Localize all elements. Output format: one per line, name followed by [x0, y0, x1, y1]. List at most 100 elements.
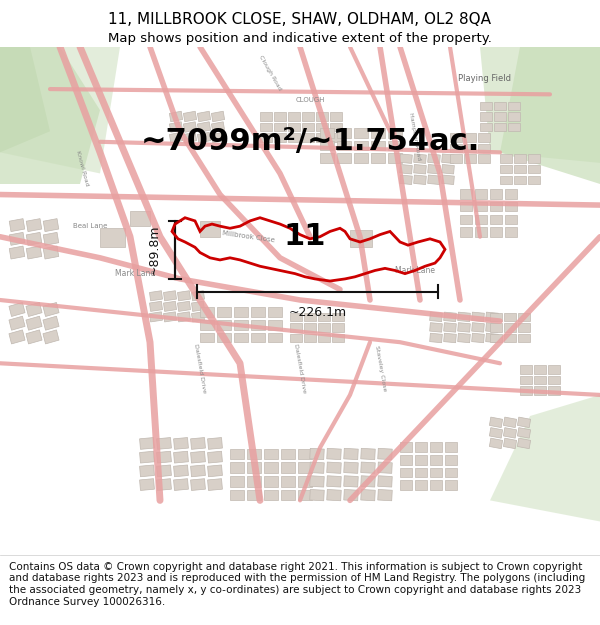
Bar: [361, 476, 375, 487]
Bar: [480, 102, 492, 110]
Bar: [344, 462, 358, 473]
Bar: [445, 455, 457, 464]
Bar: [173, 451, 188, 463]
Bar: [26, 316, 42, 330]
Bar: [478, 133, 490, 142]
Bar: [191, 451, 205, 463]
Bar: [528, 176, 540, 184]
Bar: [548, 386, 560, 395]
Bar: [460, 228, 472, 237]
Bar: [361, 489, 375, 501]
Bar: [503, 417, 517, 428]
Bar: [230, 462, 244, 473]
Bar: [388, 141, 402, 150]
Bar: [450, 154, 462, 163]
Text: Clough Road: Clough Road: [258, 55, 282, 92]
Text: Millbrook Close: Millbrook Close: [221, 230, 275, 243]
Bar: [173, 465, 188, 477]
Bar: [234, 332, 248, 342]
Bar: [337, 128, 351, 138]
Bar: [490, 334, 502, 342]
Bar: [460, 202, 472, 211]
Text: CLOUGH: CLOUGH: [295, 97, 325, 102]
Bar: [327, 476, 341, 487]
Bar: [442, 154, 454, 163]
Text: Contains OS data © Crown copyright and database right 2021. This information is : Contains OS data © Crown copyright and d…: [9, 562, 585, 606]
Bar: [400, 154, 412, 163]
Bar: [247, 449, 261, 459]
Bar: [332, 323, 344, 332]
Bar: [534, 366, 546, 374]
Bar: [230, 476, 244, 487]
Bar: [430, 333, 442, 342]
Bar: [157, 451, 172, 463]
Bar: [464, 154, 476, 163]
Bar: [140, 451, 154, 463]
Bar: [464, 144, 476, 152]
Bar: [520, 386, 532, 395]
Polygon shape: [0, 47, 120, 173]
Bar: [415, 455, 427, 464]
Bar: [485, 333, 499, 342]
Bar: [43, 246, 59, 259]
Bar: [211, 111, 224, 122]
Bar: [169, 132, 182, 143]
Bar: [443, 322, 457, 332]
Bar: [264, 462, 278, 473]
Bar: [458, 333, 470, 342]
Bar: [234, 308, 248, 317]
Bar: [217, 308, 231, 317]
Bar: [260, 122, 272, 131]
Bar: [460, 214, 472, 224]
Bar: [445, 442, 457, 452]
Bar: [430, 322, 442, 332]
Bar: [344, 476, 358, 487]
Text: Beal Lane: Beal Lane: [73, 223, 107, 229]
Bar: [191, 479, 205, 491]
Bar: [140, 465, 154, 477]
Bar: [344, 489, 358, 501]
Bar: [298, 476, 312, 487]
Bar: [534, 376, 546, 384]
Bar: [9, 232, 25, 245]
Bar: [327, 462, 341, 473]
Bar: [430, 312, 442, 322]
Bar: [472, 333, 484, 342]
Bar: [442, 175, 454, 184]
Bar: [178, 291, 190, 301]
Bar: [264, 490, 278, 501]
Bar: [520, 376, 532, 384]
Bar: [494, 102, 506, 110]
Bar: [485, 322, 499, 332]
Bar: [430, 468, 442, 478]
Bar: [320, 153, 334, 163]
Bar: [217, 320, 231, 329]
Bar: [26, 232, 42, 245]
Bar: [472, 322, 484, 332]
Bar: [251, 308, 265, 317]
Bar: [184, 132, 197, 143]
Bar: [413, 175, 427, 184]
Text: ~89.8m: ~89.8m: [148, 224, 161, 275]
Bar: [268, 332, 282, 342]
Bar: [247, 490, 261, 501]
Bar: [302, 112, 314, 121]
Bar: [169, 111, 182, 122]
Bar: [211, 132, 224, 143]
Bar: [443, 333, 457, 342]
Bar: [480, 122, 492, 131]
Text: Map shows position and indicative extent of the property.: Map shows position and indicative extent…: [108, 32, 492, 45]
Bar: [9, 330, 25, 344]
Bar: [164, 301, 176, 311]
Bar: [318, 334, 330, 342]
Bar: [475, 228, 487, 237]
Bar: [43, 219, 59, 232]
Bar: [330, 122, 342, 131]
Bar: [490, 189, 502, 199]
Bar: [200, 308, 214, 317]
Bar: [173, 438, 188, 449]
Polygon shape: [0, 47, 50, 152]
Bar: [208, 465, 223, 477]
Bar: [290, 334, 302, 342]
Bar: [500, 176, 512, 184]
